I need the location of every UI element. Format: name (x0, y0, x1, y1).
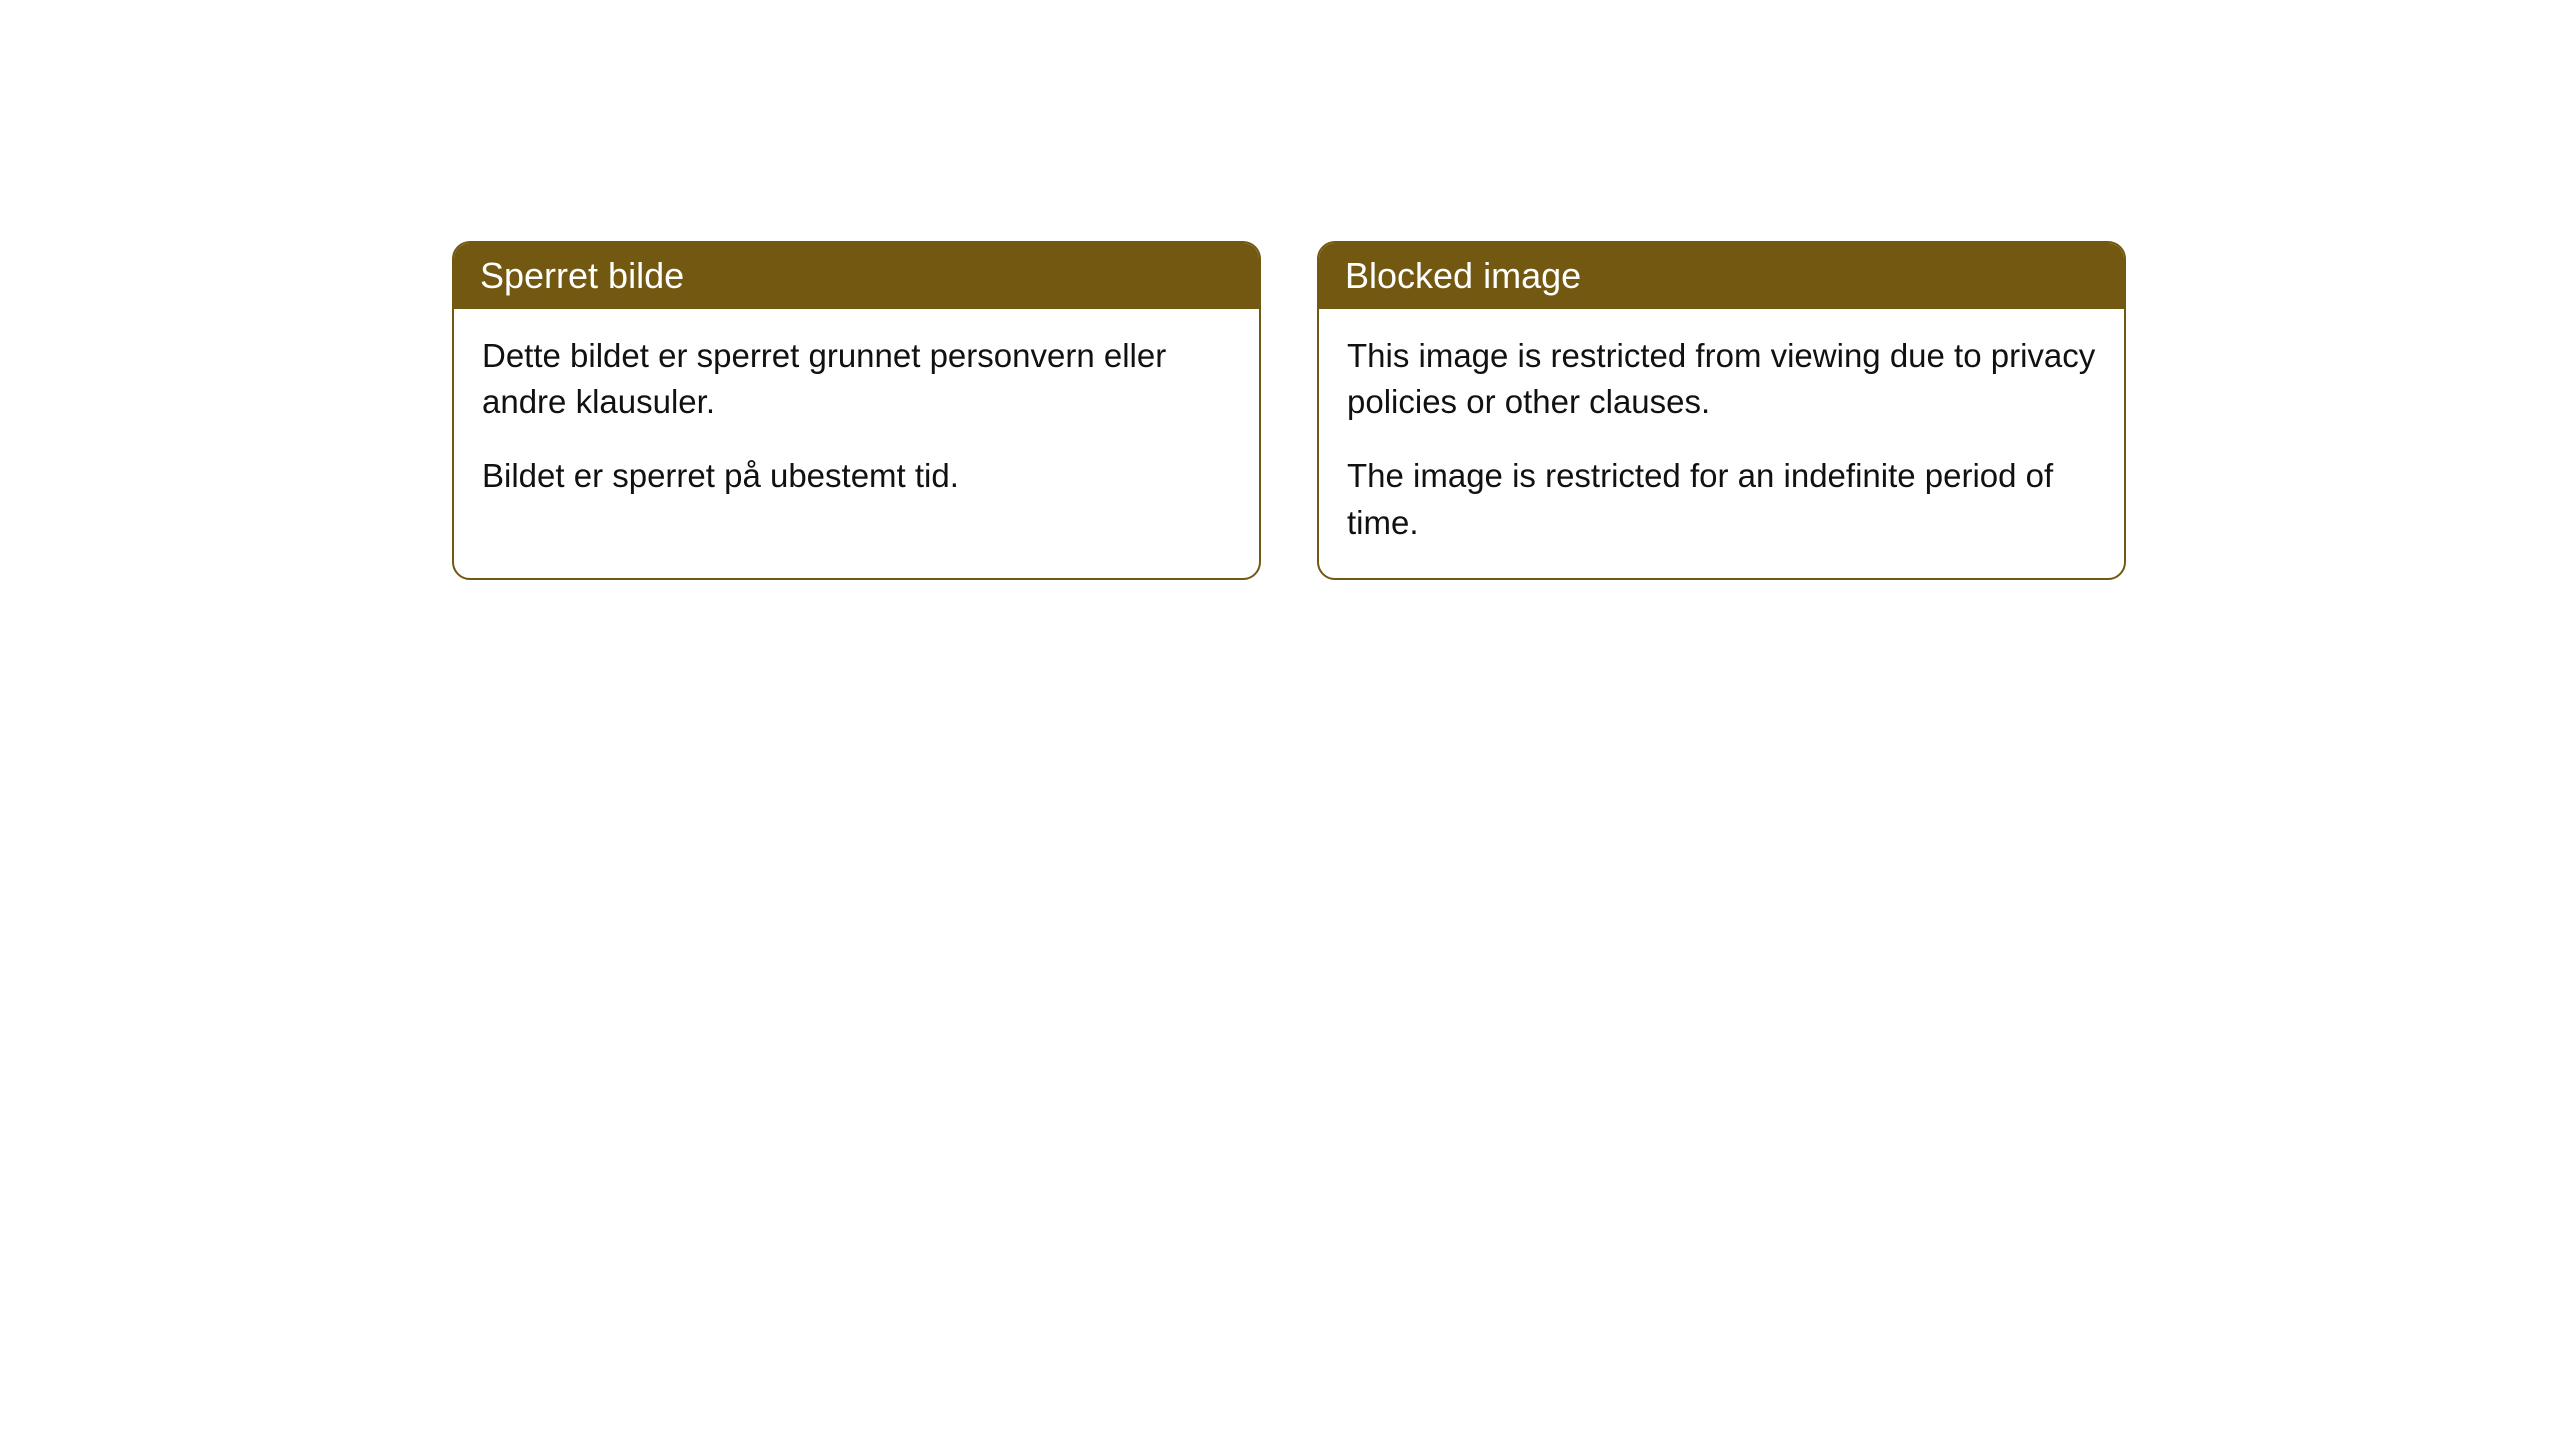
blocked-image-card-no: Sperret bilde Dette bildet er sperret gr… (452, 241, 1261, 580)
card-text-p1-no: Dette bildet er sperret grunnet personve… (482, 333, 1231, 425)
card-text-p1-en: This image is restricted from viewing du… (1347, 333, 2096, 425)
card-header-no: Sperret bilde (454, 243, 1259, 309)
notice-cards-container: Sperret bilde Dette bildet er sperret gr… (452, 241, 2126, 580)
card-body-no: Dette bildet er sperret grunnet personve… (454, 309, 1259, 532)
blocked-image-card-en: Blocked image This image is restricted f… (1317, 241, 2126, 580)
card-header-en: Blocked image (1319, 243, 2124, 309)
card-text-p2-no: Bildet er sperret på ubestemt tid. (482, 453, 1231, 499)
card-body-en: This image is restricted from viewing du… (1319, 309, 2124, 578)
card-text-p2-en: The image is restricted for an indefinit… (1347, 453, 2096, 545)
